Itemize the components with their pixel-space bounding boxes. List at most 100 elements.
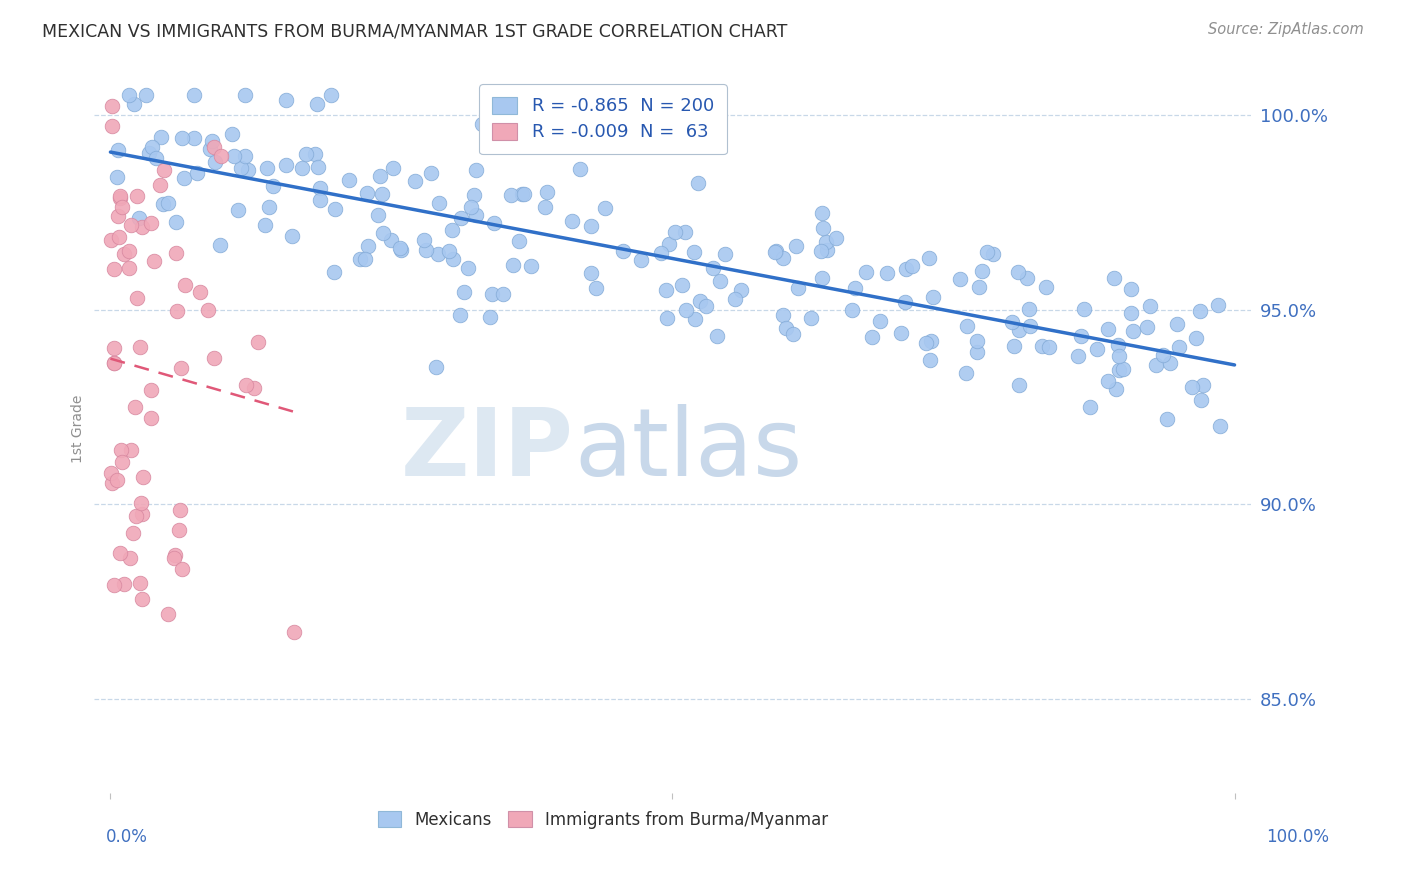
Point bbox=[671, 278, 693, 293]
Point bbox=[501, 187, 523, 202]
Point bbox=[1191, 378, 1213, 392]
Point bbox=[876, 266, 898, 280]
Point bbox=[170, 361, 193, 376]
Point bbox=[1209, 419, 1232, 434]
Point bbox=[110, 442, 132, 457]
Point bbox=[471, 117, 494, 131]
Point bbox=[349, 252, 371, 267]
Point bbox=[437, 244, 460, 258]
Point bbox=[101, 98, 124, 112]
Point bbox=[100, 233, 122, 247]
Point bbox=[860, 330, 883, 344]
Point bbox=[125, 292, 148, 306]
Point bbox=[457, 260, 479, 275]
Point bbox=[1067, 349, 1090, 363]
Point bbox=[380, 233, 402, 247]
Point bbox=[922, 290, 945, 304]
Point bbox=[166, 246, 188, 260]
Point bbox=[814, 235, 837, 249]
Point bbox=[709, 274, 731, 288]
Point bbox=[811, 206, 834, 220]
Point bbox=[1168, 340, 1191, 354]
Point bbox=[920, 334, 942, 348]
Point bbox=[901, 259, 924, 273]
Point bbox=[775, 321, 797, 335]
Point bbox=[915, 335, 938, 350]
Point bbox=[689, 294, 711, 309]
Point bbox=[100, 476, 122, 491]
Point bbox=[492, 287, 515, 301]
Point bbox=[534, 200, 557, 214]
Point bbox=[190, 285, 212, 300]
Point bbox=[173, 171, 195, 186]
Point bbox=[673, 225, 696, 239]
Point bbox=[221, 127, 243, 141]
Point bbox=[1078, 401, 1101, 415]
Point bbox=[453, 285, 475, 299]
Point bbox=[1097, 374, 1119, 388]
Point bbox=[157, 196, 180, 211]
Point bbox=[163, 550, 186, 565]
Point bbox=[157, 607, 180, 622]
Point bbox=[309, 180, 332, 194]
Point bbox=[152, 196, 174, 211]
Point bbox=[233, 149, 256, 163]
Point bbox=[1121, 306, 1143, 320]
Point bbox=[894, 295, 917, 310]
Point bbox=[183, 88, 205, 103]
Point bbox=[478, 310, 501, 325]
Point bbox=[702, 260, 724, 275]
Text: 0.0%: 0.0% bbox=[105, 828, 148, 846]
Point bbox=[209, 148, 232, 162]
Point bbox=[354, 252, 377, 266]
Point bbox=[593, 201, 616, 215]
Point bbox=[1007, 265, 1029, 279]
Point bbox=[112, 577, 135, 591]
Point bbox=[283, 625, 305, 640]
Point bbox=[1166, 317, 1188, 331]
Point bbox=[800, 310, 823, 325]
Point bbox=[1208, 298, 1230, 312]
Point bbox=[695, 299, 717, 313]
Point bbox=[107, 209, 129, 223]
Point bbox=[165, 548, 187, 562]
Point bbox=[120, 219, 142, 233]
Point bbox=[1139, 299, 1161, 313]
Point bbox=[844, 281, 866, 295]
Point bbox=[1152, 348, 1174, 362]
Point bbox=[1111, 361, 1133, 376]
Point bbox=[441, 252, 464, 266]
Point bbox=[772, 251, 794, 265]
Point bbox=[118, 88, 141, 103]
Point bbox=[125, 508, 148, 523]
Point bbox=[612, 244, 634, 258]
Point bbox=[536, 186, 558, 200]
Point bbox=[100, 466, 122, 480]
Point bbox=[103, 356, 125, 370]
Point bbox=[787, 281, 810, 295]
Point bbox=[131, 219, 153, 234]
Point bbox=[389, 241, 412, 255]
Point bbox=[520, 259, 543, 273]
Point bbox=[1070, 329, 1092, 343]
Point bbox=[811, 271, 834, 285]
Point bbox=[449, 308, 471, 322]
Point bbox=[174, 278, 197, 293]
Point bbox=[1018, 302, 1040, 317]
Point bbox=[233, 88, 256, 103]
Point bbox=[918, 353, 941, 368]
Point bbox=[111, 200, 134, 214]
Point bbox=[513, 186, 536, 201]
Point bbox=[981, 247, 1004, 261]
Point bbox=[280, 229, 302, 244]
Point bbox=[253, 218, 276, 232]
Point bbox=[197, 303, 219, 318]
Point bbox=[291, 161, 314, 175]
Point bbox=[579, 219, 602, 234]
Point bbox=[1097, 322, 1119, 336]
Point bbox=[101, 119, 124, 133]
Point bbox=[138, 145, 160, 160]
Point bbox=[675, 303, 697, 318]
Point bbox=[967, 280, 990, 294]
Point bbox=[143, 254, 166, 268]
